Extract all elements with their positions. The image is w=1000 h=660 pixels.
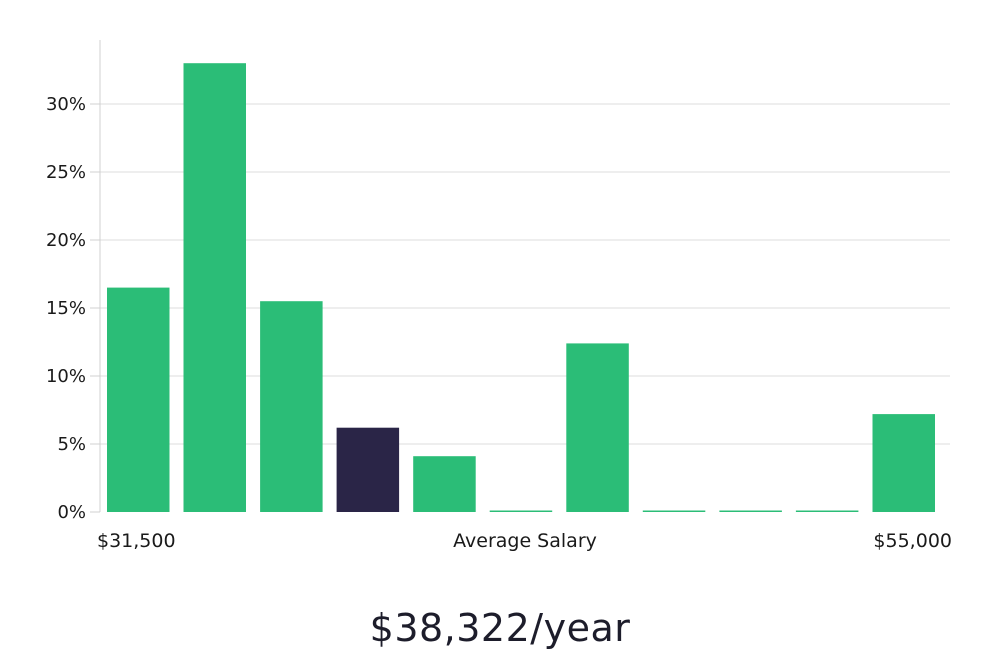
average-salary-value: $38,322/year (369, 606, 631, 650)
bar (566, 343, 629, 512)
bars (107, 63, 935, 512)
x-label-min: $31,500 (97, 530, 176, 552)
y-tick-label: 30% (46, 94, 86, 115)
bar-average-salary (336, 427, 400, 512)
y-tick-label: 0% (57, 502, 86, 523)
bar (183, 63, 246, 512)
y-tick-label: 15% (46, 298, 86, 319)
bar (872, 414, 935, 512)
x-label-max: $55,000 (873, 530, 952, 552)
bar (719, 510, 782, 512)
y-axis-ticks: 0% 5% 10% 15% 20% 25% 30% (46, 94, 100, 523)
bar (642, 510, 706, 512)
salary-histogram: 0% 5% 10% 15% 20% 25% 30% $31,500 Average Sala… (46, 40, 952, 552)
bar (489, 510, 553, 512)
y-tick-label: 20% (46, 230, 86, 251)
bar (413, 456, 476, 512)
y-tick-label: 5% (57, 434, 86, 455)
bar (260, 301, 323, 512)
y-tick-label: 10% (46, 366, 86, 387)
bar (107, 287, 170, 512)
x-label-center: Average Salary (453, 530, 597, 552)
bar (795, 510, 859, 512)
y-tick-label: 25% (46, 162, 86, 183)
